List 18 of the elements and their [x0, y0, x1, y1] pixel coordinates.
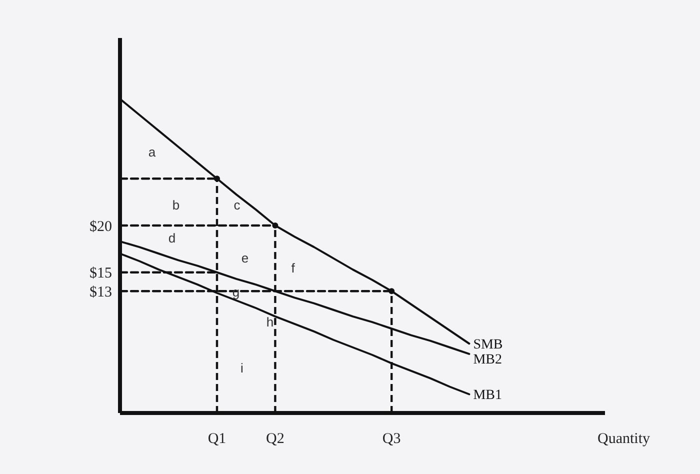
- annotation: e: [241, 250, 249, 266]
- y-tick-label: $20: [90, 218, 112, 235]
- series-label: SMB: [473, 338, 503, 353]
- annotation: a: [148, 144, 156, 160]
- annotation: f: [291, 260, 296, 276]
- x-tick-label: Q1: [208, 431, 226, 447]
- x-tick-label: Q2: [266, 431, 284, 447]
- annotation: i: [240, 360, 244, 376]
- annotation: h: [266, 314, 274, 330]
- series-label: MB2: [473, 352, 502, 368]
- series-label: MB1: [473, 388, 502, 404]
- annotation: d: [168, 230, 176, 246]
- x-tick-label: Q3: [382, 431, 401, 447]
- annotation: b: [172, 198, 180, 213]
- x-axis-title: Quantity: [598, 431, 650, 447]
- y-tick-label: $15: [90, 266, 112, 282]
- y-tick-label: $13: [90, 284, 112, 300]
- annotation: c: [234, 198, 241, 213]
